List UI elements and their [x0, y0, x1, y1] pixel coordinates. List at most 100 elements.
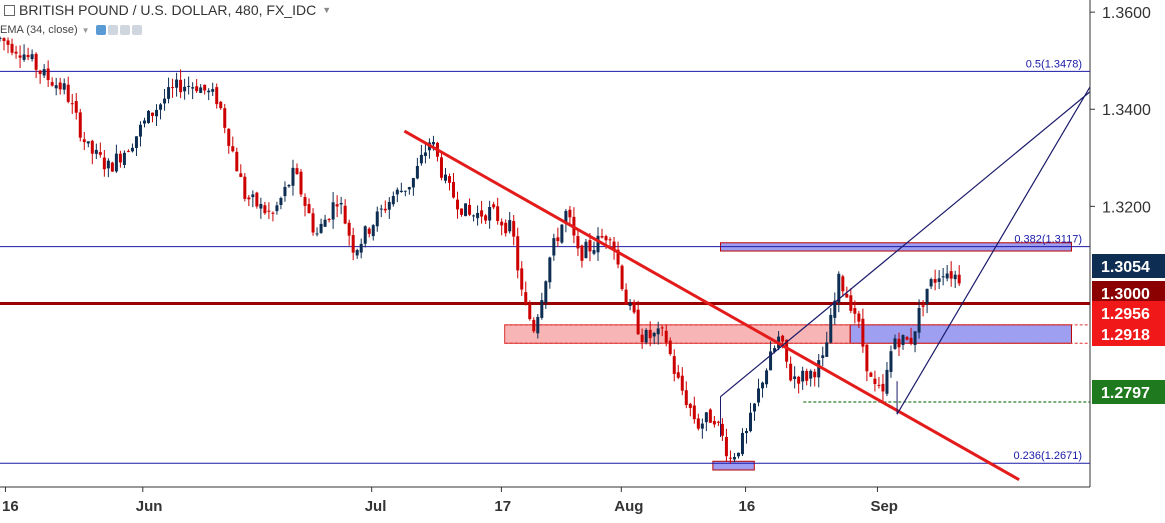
candle-body — [632, 301, 636, 313]
indicator-row: EMA (34, close) ▼ — [0, 24, 142, 36]
candle-body — [447, 176, 451, 183]
candle-body — [941, 276, 945, 278]
price-label: 1.2956 — [1101, 306, 1150, 323]
candle-body — [781, 335, 785, 342]
price-label: 1.2918 — [1101, 327, 1150, 344]
candle-body — [431, 141, 435, 145]
candle-body — [616, 249, 620, 265]
candle-body — [359, 243, 363, 253]
candle-body — [676, 372, 680, 378]
candle-body — [110, 162, 114, 172]
candle-body — [379, 208, 383, 210]
candle-body — [853, 308, 857, 314]
candle-body — [612, 241, 616, 251]
candle-body — [415, 165, 419, 179]
candle-body — [460, 208, 464, 215]
chevron-down-icon[interactable]: ▼ — [81, 25, 90, 35]
candle-body — [708, 409, 712, 423]
collapse-icon[interactable] — [4, 4, 15, 16]
candle-body — [191, 87, 195, 89]
candle-body — [263, 205, 267, 214]
candle-body — [905, 337, 909, 340]
chevron-down-icon[interactable]: ▼ — [322, 5, 332, 15]
candle-body — [668, 340, 672, 355]
candle-body — [175, 79, 179, 88]
candle-body — [688, 403, 692, 408]
support-zone-red — [504, 324, 851, 344]
candle-body — [468, 204, 472, 215]
candle-body — [809, 370, 813, 379]
fib-0.382-label: 0.382(1.3117) — [1014, 234, 1082, 246]
candle-body — [74, 101, 78, 113]
candle-body — [375, 211, 379, 227]
candle-body — [126, 151, 130, 153]
candle-body — [484, 215, 488, 221]
candle-body — [841, 276, 845, 292]
candle-body — [921, 305, 925, 307]
candle-body — [50, 82, 54, 86]
candle-body — [692, 405, 696, 420]
candle-body — [423, 152, 427, 157]
candle-body — [30, 54, 34, 60]
plus-icon[interactable] — [119, 25, 130, 35]
candle-body — [195, 86, 199, 92]
gear-icon[interactable] — [107, 25, 118, 35]
candle-body — [327, 219, 331, 221]
candle-body — [66, 84, 70, 102]
candle-body — [937, 278, 941, 282]
candle-body — [825, 342, 829, 357]
candle-body — [540, 300, 544, 318]
candle-body — [187, 85, 191, 87]
candle-body — [849, 295, 853, 311]
candle-body — [652, 332, 656, 337]
low-zone — [712, 460, 755, 471]
candle-body — [395, 189, 399, 195]
candle-body — [98, 152, 102, 155]
candle-body — [648, 329, 652, 339]
eye-icon[interactable] — [95, 25, 106, 35]
x-tick-label: 16 — [2, 498, 19, 515]
candle-body — [371, 225, 375, 237]
candle-body — [877, 384, 881, 386]
fib-0.236-label: 0.236(1.2671) — [1014, 450, 1083, 462]
candle-body — [287, 185, 291, 187]
candle-body — [86, 141, 90, 144]
candle-body — [315, 233, 319, 235]
candle-body — [399, 190, 403, 193]
close-icon[interactable] — [131, 25, 142, 35]
candle-body — [536, 316, 540, 334]
candle-body — [552, 238, 556, 256]
candle-body — [223, 108, 227, 128]
candle-body — [793, 376, 797, 380]
candle-body — [355, 250, 359, 256]
candle-body — [728, 457, 732, 459]
candle-body — [716, 421, 720, 423]
candle-body — [54, 85, 58, 89]
x-tick-label: 17 — [494, 498, 511, 515]
candle-body — [528, 304, 532, 320]
candle-body — [267, 210, 271, 212]
candle-body — [696, 418, 700, 429]
candle-body — [761, 382, 765, 389]
candle-body — [785, 339, 789, 362]
candle-body — [889, 351, 893, 372]
candle-body — [207, 90, 211, 93]
candle-body — [347, 222, 351, 236]
candle-body — [311, 213, 315, 233]
price-label: 1.3000 — [1101, 286, 1150, 303]
candle-body — [608, 239, 612, 241]
candle-body — [488, 207, 492, 221]
candle-body — [319, 223, 323, 233]
candle-body — [496, 206, 500, 222]
candle-body — [805, 371, 809, 381]
candle-body — [411, 178, 415, 188]
candle-body — [588, 240, 592, 252]
candle-body — [391, 196, 395, 205]
candle-body — [600, 235, 604, 238]
candle-body — [275, 205, 279, 212]
candle-body — [10, 43, 14, 53]
candle-body — [636, 309, 640, 335]
candle-body — [504, 222, 508, 234]
candle-body — [14, 51, 18, 54]
